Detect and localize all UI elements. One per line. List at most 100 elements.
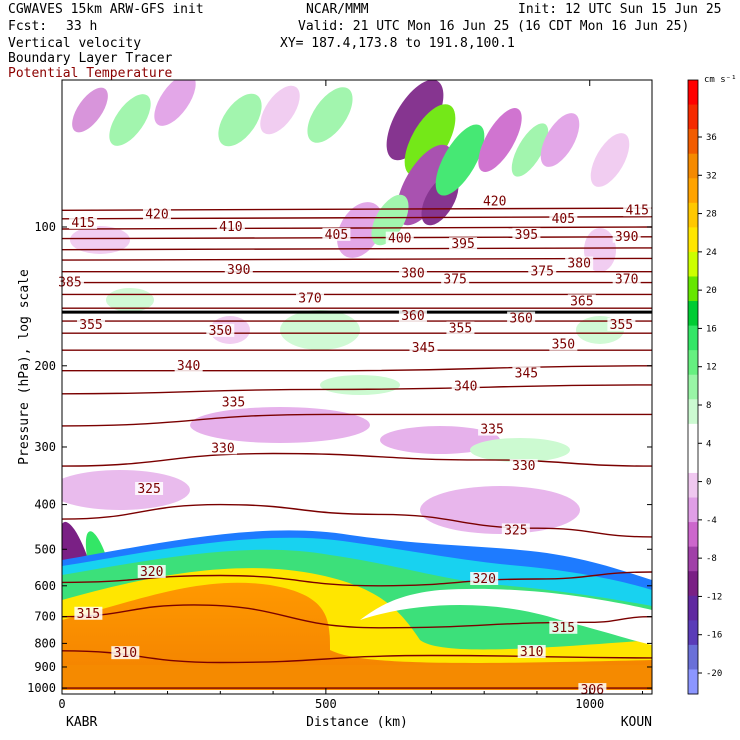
theta-label: 390 <box>615 230 638 245</box>
theta-label-bg <box>55 275 84 289</box>
theta-label-bg <box>567 294 596 308</box>
y-tick-label: 400 <box>34 498 56 512</box>
theta-label: 410 <box>219 220 242 235</box>
colorbar-swatch <box>688 202 698 228</box>
colorbar-swatch <box>688 669 698 695</box>
theta-label-bg <box>507 311 536 325</box>
colorbar-swatch <box>688 571 698 597</box>
theta-label-bg <box>219 395 248 409</box>
theta-label: 365 <box>570 294 593 309</box>
colorbar-label: 16 <box>706 324 717 334</box>
left-endpoint-label: KABR <box>66 715 97 730</box>
x-tick-label: 500 <box>315 697 337 711</box>
theta-label: 415 <box>625 203 648 218</box>
theta-label: 420 <box>145 208 168 223</box>
theta-label: 310 <box>520 645 543 660</box>
plot-frame <box>61 79 653 695</box>
theta-label: 405 <box>552 212 575 227</box>
theta-label: 355 <box>79 318 102 333</box>
colorbar-swatch <box>688 251 698 277</box>
theta-label-bg <box>517 644 546 658</box>
theta-label: 320 <box>472 572 495 587</box>
org-label: NCAR/MMM <box>306 2 369 17</box>
colorbar-swatch <box>688 595 698 621</box>
y-axis-label: Pressure (hPa), log scale <box>17 269 32 465</box>
valid-time: Valid: 21 UTC Mon 16 Jun 25 (16 CDT Mon … <box>298 19 690 34</box>
theta-label-bg <box>446 321 475 335</box>
theta-label: 325 <box>504 523 527 538</box>
theta-label-bg <box>385 231 414 245</box>
field-boundary-layer-tracer: Boundary Layer Tracer <box>8 51 173 66</box>
colorbar-swatch <box>688 522 698 548</box>
theta-label: 345 <box>412 341 435 356</box>
theta-contour-400 <box>62 247 652 251</box>
field-potential-temperature: Potential Temperature <box>8 66 173 81</box>
theta-label: 355 <box>449 321 472 336</box>
colorbar-swatch <box>688 399 698 425</box>
colorbar-swatch <box>688 448 698 474</box>
theta-label-bg <box>528 264 557 278</box>
colorbar-swatch <box>688 546 698 572</box>
colorbar-label: 8 <box>706 401 711 411</box>
theta-label: 360 <box>401 309 424 324</box>
theta-label-bg <box>135 481 164 495</box>
theta-label: 315 <box>77 607 100 622</box>
colorbar-label: -20 <box>706 669 722 679</box>
theta-label-bg <box>549 620 578 634</box>
theta-label-bg <box>478 422 507 436</box>
theta-contour-315 <box>62 604 652 629</box>
theta-label-bg <box>509 459 538 473</box>
theta-label: 405 <box>325 228 348 243</box>
xy-coords: XY= 187.4,173.8 to 191.8,100.1 <box>280 36 515 51</box>
colorbar-swatch <box>688 178 698 204</box>
theta-label: 420 <box>483 194 506 209</box>
colorbar-label: -12 <box>706 592 722 602</box>
colorbar-swatch <box>688 325 698 351</box>
colorbar-swatch <box>688 104 698 130</box>
y-tick-label: 1000 <box>27 681 56 695</box>
theta-label-bg <box>77 317 106 331</box>
theta-label: 395 <box>515 228 538 243</box>
colorbar-label: 0 <box>706 478 711 488</box>
theta-label: 380 <box>567 256 590 271</box>
theta-label: 385 <box>58 276 81 291</box>
y-tick-label: 100 <box>34 220 56 234</box>
colorbar-label: 36 <box>706 133 717 143</box>
theta-label-bg <box>612 229 641 243</box>
theta-contour-330 <box>62 452 652 467</box>
theta-label-bg <box>441 272 470 286</box>
colorbar-units: cm s⁻¹ <box>704 75 737 85</box>
colorbar-swatch <box>688 301 698 327</box>
theta-label: 325 <box>137 482 160 497</box>
theta-label: 310 <box>114 646 137 661</box>
colorbar-swatch <box>688 374 698 400</box>
theta-label-bg <box>578 683 607 697</box>
y-tick-label: 500 <box>34 542 56 556</box>
theta-label: 340 <box>454 380 477 395</box>
colorbar-label: 32 <box>706 171 717 181</box>
theta-contour-labels: 415 420 410 405 400 395 420 405 395 415 390 385 390 3… <box>55 194 652 698</box>
theta-label-bg <box>174 358 203 372</box>
y-tick-label: 700 <box>34 610 56 624</box>
theta-label: 395 <box>451 237 474 252</box>
theta-label-bg <box>480 194 509 208</box>
x-axis-label: Distance (km) <box>306 715 408 730</box>
y-tick-label: 300 <box>34 440 56 454</box>
theta-label-bg <box>322 227 351 241</box>
colorbar-frame <box>687 79 699 695</box>
theta-label: 400 <box>388 232 411 247</box>
fcst-value: 33 h <box>66 19 98 34</box>
colorbar-swatch <box>688 620 698 646</box>
theta-label: 315 <box>552 621 575 636</box>
theta-label-bg <box>74 606 103 620</box>
colorbar-label: -8 <box>706 554 717 564</box>
theta-contour-410 <box>62 226 652 230</box>
colorbar-swatch <box>688 644 698 670</box>
fcst-label: Fcst: <box>8 19 48 34</box>
theta-contour-325 <box>62 503 652 538</box>
model-title: CGWAVES 15km ARW-GFS init <box>8 2 204 17</box>
theta-label: 370 <box>615 273 638 288</box>
theta-label-bg <box>206 323 235 337</box>
